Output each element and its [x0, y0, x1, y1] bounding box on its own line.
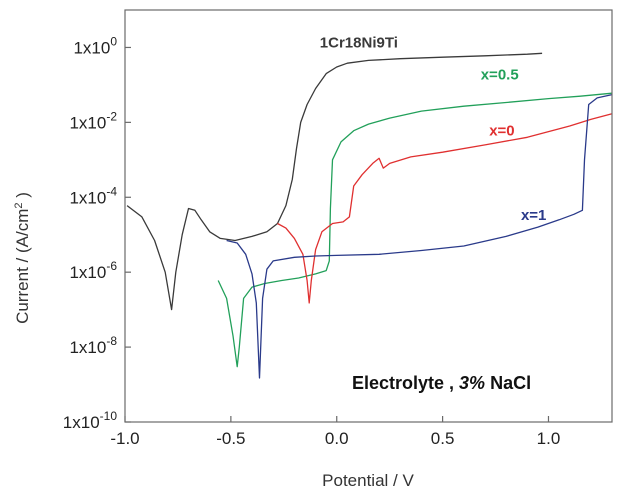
annotation-suffix: NaCl [485, 373, 531, 393]
x-axis-title: Potential / V [322, 471, 414, 490]
series-line-x=0.5 [217, 92, 613, 368]
y-axis-title-sup: 2 [13, 203, 25, 209]
series-label-1Cr18Ni9Ti: 1Cr18Ni9Ti [320, 34, 398, 51]
y-tick-label: 1x10-2 [69, 109, 117, 132]
y-tick-base: 1x10 [69, 263, 106, 282]
series-labels: 1Cr18Ni9Ti x=0.5 x=0 x=1 [320, 34, 547, 223]
y-tick-label: 1x10-6 [69, 259, 117, 282]
y-tick-exp: -6 [106, 259, 117, 273]
series-label-x=1: x=1 [521, 207, 546, 224]
series-label-x=0.5: x=0.5 [481, 66, 519, 83]
y-tick-label: 1x10-8 [69, 334, 117, 357]
annotation-emph: 3% [459, 373, 485, 393]
y-axis-title: Current / (A/cm2 ) [13, 192, 32, 324]
x-tick-label: 1.0 [537, 429, 561, 448]
y-tick-base: 1x10 [73, 38, 110, 57]
y-tick-exp: 0 [110, 34, 117, 48]
y-tick-base: 1x10 [69, 113, 106, 132]
x-axis: -1.0 -0.5 0.0 0.5 1.0 [110, 416, 560, 448]
electrolyte-annotation: Electrolyte , 3% NaCl [352, 373, 531, 393]
y-axis-title-text: Current / (A/cm [13, 209, 32, 324]
y-tick-base: 1x10 [63, 413, 100, 432]
series-line-x=1 [226, 93, 613, 379]
annotation-prefix: Electrolyte , [352, 373, 459, 393]
series-line-x=0 [277, 113, 613, 304]
x-tick-label: -0.5 [216, 429, 245, 448]
x-tick-label: -1.0 [110, 429, 139, 448]
y-tick-exp: -8 [106, 334, 117, 348]
y-tick-base: 1x10 [69, 338, 106, 357]
x-tick-label: 0.5 [431, 429, 455, 448]
y-tick-exp: -10 [100, 409, 118, 423]
y-tick-label: 1x100 [73, 34, 117, 57]
y-tick-label: 1x10-10 [63, 409, 118, 432]
plot-frame [124, 9, 613, 423]
y-axis-title-close: ) [13, 192, 32, 202]
y-tick-exp: -4 [106, 184, 117, 198]
y-tick-label: 1x10-4 [69, 184, 117, 207]
y-tick-base: 1x10 [69, 188, 106, 207]
x-tick-label: 0.0 [325, 429, 349, 448]
y-tick-exp: -2 [106, 109, 117, 123]
series-layer [126, 52, 613, 379]
series-line-1Cr18Ni9Ti [126, 52, 543, 311]
series-label-x=0: x=0 [489, 122, 514, 139]
